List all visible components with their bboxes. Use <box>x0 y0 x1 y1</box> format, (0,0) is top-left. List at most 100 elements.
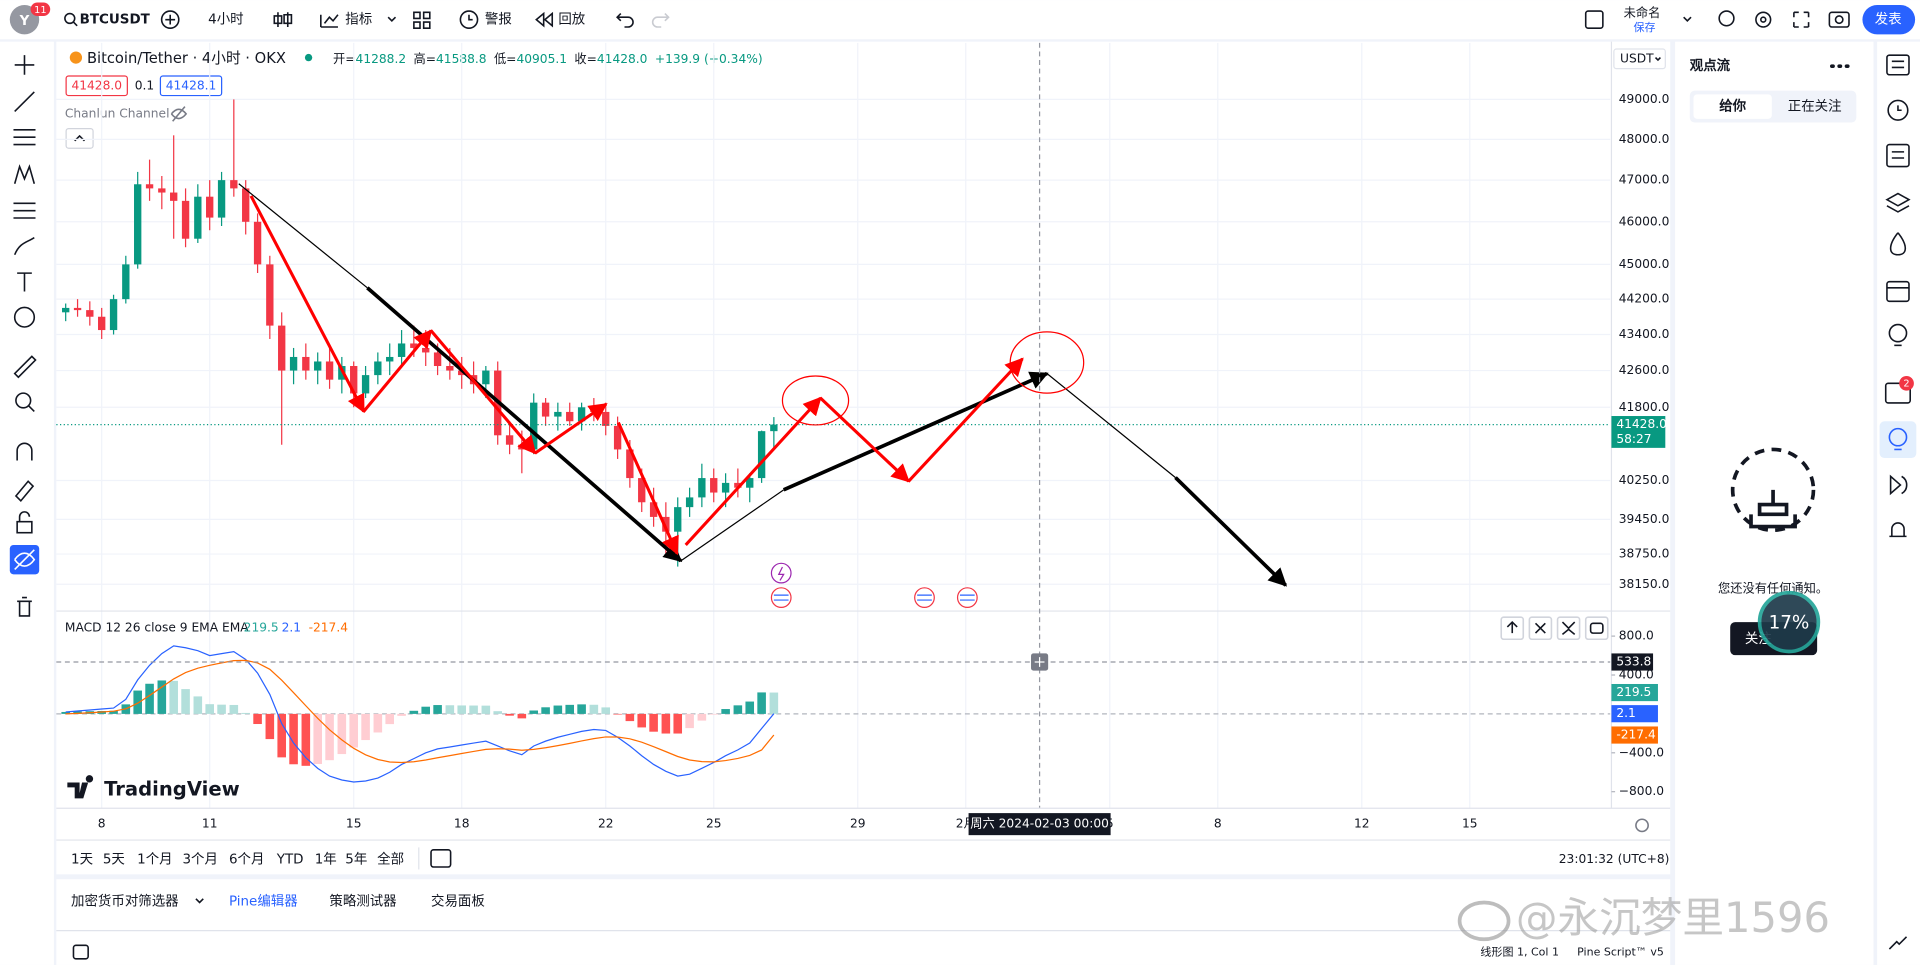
progress-overlay[interactable] <box>1757 590 1821 654</box>
chat[interactable] <box>1884 382 1911 404</box>
event-flag[interactable] <box>956 587 978 609</box>
candle-body <box>302 356 310 371</box>
macd-histogram-bar <box>169 680 178 714</box>
range-button[interactable]: 1天 <box>71 853 93 868</box>
line-tool[interactable] <box>14 91 35 113</box>
event-icon[interactable] <box>770 562 792 584</box>
y-tick-label: 38150.0 <box>1619 577 1670 591</box>
chart-type[interactable] <box>273 12 293 27</box>
range-button[interactable]: 全部 <box>377 851 404 868</box>
text-tool[interactable] <box>17 272 32 292</box>
range-button[interactable]: YTD <box>276 853 304 868</box>
lock-drawing[interactable] <box>14 480 35 503</box>
prediction-tool[interactable] <box>13 202 36 219</box>
ideas-stream[interactable] <box>1879 421 1917 459</box>
delete-tool[interactable] <box>17 596 32 617</box>
wave-arrow <box>819 396 910 483</box>
macd-histogram-bar <box>745 701 755 714</box>
fullscreen[interactable] <box>1793 11 1810 28</box>
tab-menu[interactable] <box>195 898 204 904</box>
data-window[interactable] <box>1886 143 1910 168</box>
help[interactable] <box>1888 936 1908 950</box>
sell-box[interactable] <box>65 75 128 97</box>
buy-box[interactable] <box>159 75 223 97</box>
fib-tool[interactable] <box>13 129 36 146</box>
macd-histogram-bar <box>241 712 250 714</box>
range-button[interactable]: 1个月 <box>137 852 172 868</box>
macd-histogram-bar <box>73 711 82 714</box>
notifications[interactable] <box>1889 522 1907 538</box>
collapse-pane[interactable] <box>1556 616 1581 641</box>
currency-box[interactable] <box>1613 48 1666 70</box>
visibility-toggle[interactable] <box>170 106 188 122</box>
range-button[interactable]: 6个月 <box>229 852 264 868</box>
save[interactable]: 保存 <box>1633 20 1655 34</box>
event-flag[interactable] <box>770 587 792 609</box>
undo[interactable] <box>616 12 634 28</box>
ideas[interactable] <box>1888 323 1908 343</box>
collapse-button[interactable] <box>65 128 94 149</box>
ruler-tool[interactable] <box>13 355 37 379</box>
market-status <box>304 53 313 62</box>
bottom-tab[interactable]: Pine编辑器 <box>229 893 298 909</box>
zoom-tool[interactable] <box>15 392 32 409</box>
console-icon[interactable] <box>72 944 89 960</box>
range-button[interactable]: 5天 <box>103 853 125 868</box>
move-up[interactable] <box>1500 616 1525 641</box>
quick-search[interactable] <box>1718 10 1735 27</box>
layouts[interactable] <box>413 11 431 30</box>
candle-body <box>446 366 454 371</box>
pattern-tool[interactable] <box>13 164 36 184</box>
watchlist[interactable] <box>1886 54 1910 76</box>
symbol[interactable]: BTCUSDT <box>80 13 151 28</box>
tab-following[interactable]: 正在关注 <box>1788 99 1842 115</box>
maximize-pane[interactable] <box>1584 616 1609 641</box>
range-button[interactable]: 3个月 <box>182 852 217 868</box>
candle-body <box>134 184 142 265</box>
ohlc-values: 开=41288.2高=41588.8低=40905.1收=41428.0+139… <box>333 50 763 65</box>
hotlist[interactable] <box>1889 232 1907 256</box>
range-button[interactable]: 1年 <box>315 852 337 868</box>
object-tree[interactable] <box>1885 192 1911 213</box>
calendar[interactable] <box>1886 280 1910 303</box>
close-pane[interactable] <box>1528 616 1553 641</box>
tab-selected[interactable] <box>1693 94 1772 119</box>
search-icon <box>64 12 76 25</box>
add-symbol[interactable] <box>160 10 180 30</box>
emoji-tool[interactable] <box>13 306 36 328</box>
crosshair-time: 周六 2024-02-03 00:00 <box>970 817 1109 831</box>
layout-toggle[interactable] <box>1584 10 1604 30</box>
redo[interactable] <box>651 12 670 28</box>
bottom-tab[interactable]: 加密货币对筛选器 <box>71 892 179 909</box>
alerts-panel[interactable] <box>1887 99 1909 121</box>
candle-body <box>266 264 274 326</box>
magnet-tool[interactable] <box>16 442 33 461</box>
go-to-date[interactable] <box>430 849 452 868</box>
circle-marker <box>781 375 850 426</box>
empty-message: 您还没有任何通知。 <box>1718 581 1828 596</box>
lock-tool[interactable] <box>16 520 33 534</box>
snapshot[interactable] <box>1828 11 1850 28</box>
streams[interactable] <box>1889 474 1908 496</box>
event-flag[interactable] <box>914 587 935 609</box>
interval[interactable]: 4小时 <box>208 12 243 28</box>
indicators[interactable]: 指标 <box>345 12 372 28</box>
alerts[interactable]: 警报 <box>485 12 512 28</box>
bottom-tab[interactable]: 策略测试器 <box>329 892 397 909</box>
pine-version: Pine Script™ v5 <box>1577 946 1664 959</box>
brush-tool[interactable] <box>13 236 35 256</box>
replay[interactable]: 回放 <box>558 12 585 28</box>
settings[interactable] <box>1755 11 1772 28</box>
candle-body <box>397 343 406 357</box>
axis-settings[interactable] <box>1635 818 1649 833</box>
bottom-tab[interactable]: 交易面板 <box>431 892 485 909</box>
range-button[interactable]: 5年 <box>345 852 367 868</box>
x-tick-label: 15 <box>346 817 362 831</box>
chevron[interactable] <box>387 16 397 22</box>
watermark-logo <box>1457 900 1511 942</box>
layout-name[interactable]: 未命名 <box>1624 5 1661 20</box>
publish-button[interactable] <box>1862 4 1916 35</box>
macd-histogram-bar <box>517 713 527 719</box>
layout-menu[interactable] <box>1683 16 1692 22</box>
crosshair-tool[interactable] <box>14 55 35 75</box>
